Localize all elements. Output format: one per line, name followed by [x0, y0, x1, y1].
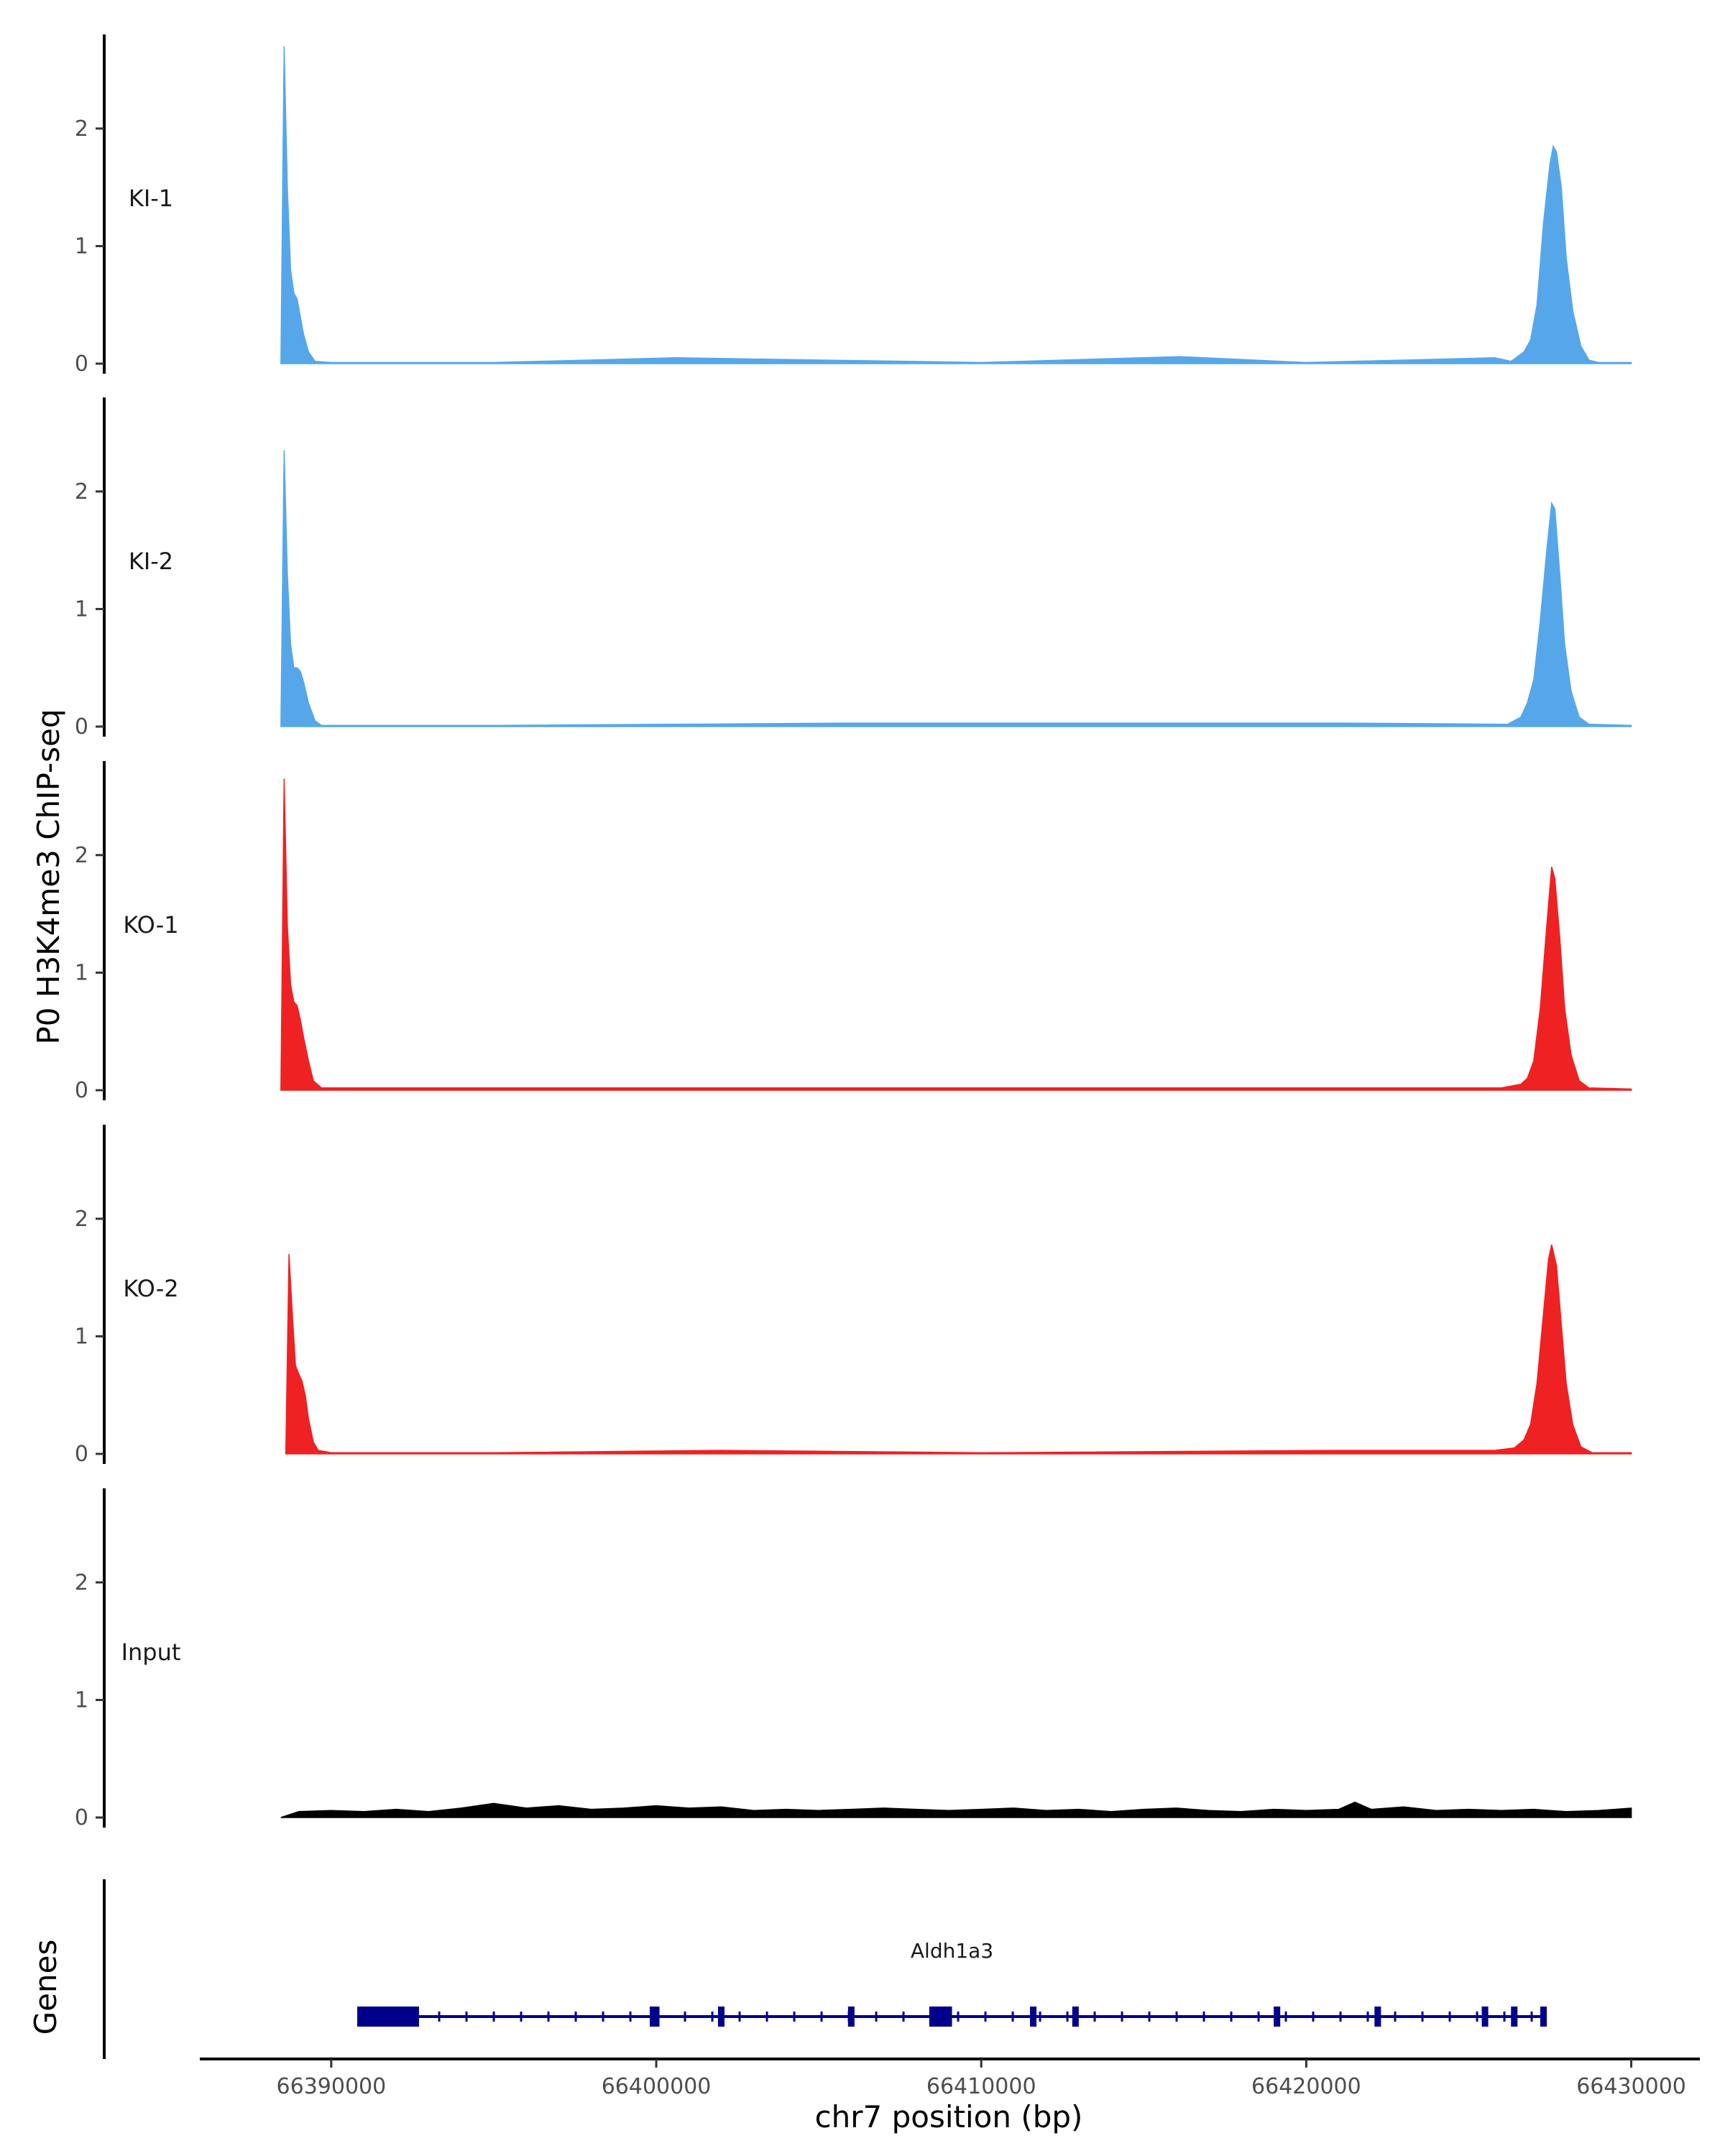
signal-area	[280, 1801, 1632, 1818]
gene-panel: Aldh1a3	[103, 1879, 1547, 2059]
y-tick-label: 1	[75, 596, 88, 622]
y-tick-label: 1	[75, 960, 88, 985]
x-tick-label: 66430000	[1576, 2074, 1686, 2099]
x-axis-title: chr7 position (bp)	[815, 2099, 1083, 2134]
x-tick-label: 66420000	[1251, 2074, 1361, 2099]
gene-exon	[847, 2007, 855, 2027]
y-axis-title: P0 H3K4me3 ChIP-seq	[31, 709, 66, 1044]
y-tick-label: 1	[75, 1324, 88, 1349]
track-ki-1: 0 1 2 KI-1	[75, 34, 1632, 377]
y-tick-label: 2	[75, 1207, 88, 1232]
track-label: KI-1	[129, 185, 173, 212]
y-tick-label: 0	[75, 351, 88, 377]
signal-area	[285, 1244, 1632, 1455]
track-input: 0 1 2 Input	[75, 1488, 1632, 1830]
x-tick-label: 66400000	[602, 2074, 712, 2099]
x-tick-label: 66390000	[277, 2074, 387, 2099]
y-tick-label: 0	[75, 714, 88, 740]
y-tick-label: 1	[75, 234, 88, 259]
track-ki-2: 0 1 2 KI-2	[75, 397, 1632, 740]
y-tick-label: 0	[75, 1078, 88, 1103]
y-tick-label: 2	[75, 843, 88, 868]
track-label: KI-2	[129, 548, 173, 575]
gene-exon	[1481, 2007, 1489, 2027]
gene-exon	[650, 2007, 660, 2027]
track-label: Input	[121, 1639, 181, 1666]
signal-area	[280, 778, 1632, 1091]
y-tick-label: 0	[75, 1805, 88, 1830]
gene-exon	[929, 2007, 952, 2027]
gene-exon	[1274, 2007, 1281, 2027]
gene-exon	[1374, 2007, 1381, 2027]
x-tick-label: 66410000	[926, 2074, 1036, 2099]
y-tick-label: 0	[75, 1442, 88, 1467]
genes-axis-title: Genes	[28, 1940, 63, 2035]
y-tick-label: 2	[75, 1570, 88, 1595]
track-ko-2: 0 1 2 KO-2	[75, 1125, 1632, 1467]
x-axis: 66390000 66400000 66410000 66420000 66430000	[200, 2058, 1700, 2099]
signal-tracks: 0 1 2 KI-1 0 1 2 KI-2 0 1 2 KO-1 0 1 2 KO-2 0 1 2 Input	[75, 34, 1632, 1830]
gene-exon	[1030, 2007, 1037, 2027]
y-tick-label: 2	[75, 116, 88, 142]
track-label: KO-2	[123, 1275, 178, 1302]
y-tick-label: 2	[75, 479, 88, 505]
gene-exon	[717, 2007, 724, 2027]
gene-exon	[1072, 2007, 1079, 2027]
signal-area	[280, 46, 1632, 364]
gene-exon	[1540, 2007, 1547, 2027]
signal-area	[280, 450, 1632, 727]
gene-exon	[1511, 2007, 1518, 2027]
y-tick-label: 1	[75, 1687, 88, 1713]
track-label: KO-1	[123, 911, 178, 939]
gene-exon	[357, 2007, 419, 2027]
gene-name-label: Aldh1a3	[911, 1939, 993, 1963]
track-ko-1: 0 1 2 KO-1	[75, 761, 1632, 1103]
